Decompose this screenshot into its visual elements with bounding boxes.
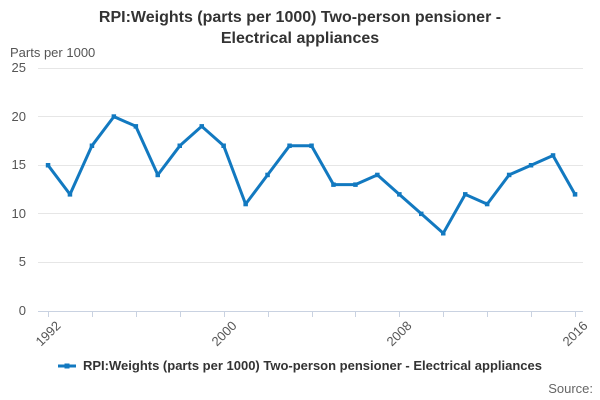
data-point-marker-1993[interactable] xyxy=(67,192,73,197)
x-axis-tick-1992 xyxy=(48,312,49,317)
data-point-marker-2009[interactable] xyxy=(419,211,424,217)
plot-area xyxy=(38,67,583,312)
x-axis-tick-2006 xyxy=(355,312,357,317)
chart-title-line2: Electrical appliances xyxy=(220,30,380,47)
data-point-marker-2007[interactable] xyxy=(375,172,380,178)
data-point-marker-2014[interactable] xyxy=(528,163,534,168)
x-axis-tick-2010 xyxy=(443,312,445,317)
gridline-y-5 xyxy=(38,261,583,263)
legend-item[interactable]: RPI:Weights (parts per 1000) Two-person … xyxy=(58,358,542,373)
data-point-marker-2002[interactable] xyxy=(265,172,270,178)
x-axis-tick-2012 xyxy=(487,312,489,317)
data-point-marker-1998[interactable] xyxy=(177,143,183,149)
chart-title-line1: RPI:Weights (parts per 1000) Two-person … xyxy=(98,9,502,26)
legend-line-marker-icon xyxy=(58,363,76,368)
gridline-y-10 xyxy=(38,213,583,215)
x-axis-tick-2014 xyxy=(531,312,533,317)
data-point-marker-2001[interactable] xyxy=(243,201,248,207)
source-label: Source: xyxy=(548,381,593,396)
x-axis-tick-2002 xyxy=(267,312,269,317)
gridline-y-15 xyxy=(38,164,583,166)
data-point-marker-1994[interactable] xyxy=(89,143,95,149)
data-point-marker-2013[interactable] xyxy=(506,172,512,178)
y-axis-tick-label-5: 5 xyxy=(18,254,26,270)
series-line[interactable] xyxy=(46,115,577,235)
data-point-marker-2005[interactable] xyxy=(331,182,336,187)
legend-label: RPI:Weights (parts per 1000) Two-person … xyxy=(83,358,542,373)
x-axis-tick-label-1992: 1992 xyxy=(32,318,64,350)
y-axis-title: Parts per 1000 xyxy=(10,45,96,60)
y-axis-tick-label-0: 0 xyxy=(18,303,26,318)
data-point-marker-1996[interactable] xyxy=(133,124,139,129)
data-point-marker-2003[interactable] xyxy=(287,143,292,149)
data-point-marker-2012[interactable] xyxy=(484,201,490,207)
data-point-marker-2000[interactable] xyxy=(221,143,226,149)
chart-title: RPI:Weights (parts per 1000) Two-person … xyxy=(0,7,600,49)
data-point-marker-2004[interactable] xyxy=(309,143,314,149)
data-point-marker-1997[interactable] xyxy=(155,172,161,178)
y-axis-tick-label-25: 25 xyxy=(11,60,26,75)
data-point-marker-2016[interactable] xyxy=(572,192,578,197)
y-axis-tick-label-10: 10 xyxy=(11,205,26,221)
data-point-marker-2006[interactable] xyxy=(353,182,358,187)
data-point-marker-1992[interactable] xyxy=(45,163,51,168)
x-axis-tick-label-2000: 2000 xyxy=(208,318,240,350)
x-axis-tick-2016 xyxy=(575,312,576,317)
data-point-marker-2010[interactable] xyxy=(441,231,446,236)
x-axis-tick-1994 xyxy=(91,312,93,317)
x-axis-tick-2000 xyxy=(223,312,225,317)
data-point-marker-2015[interactable] xyxy=(550,153,556,158)
data-point-marker-1995[interactable] xyxy=(111,114,117,119)
x-axis-tick-1996 xyxy=(135,312,137,317)
y-axis-tick-label-15: 15 xyxy=(11,157,26,173)
x-axis-tick-label-2016: 2016 xyxy=(559,318,591,350)
y-axis-tick-label-20: 20 xyxy=(11,108,26,124)
gridline-y-20 xyxy=(38,116,583,118)
legend: RPI:Weights (parts per 1000) Two-person … xyxy=(0,358,600,373)
x-axis-tick-2008 xyxy=(399,312,401,317)
x-axis-tick-1998 xyxy=(179,312,181,317)
data-point-marker-2011[interactable] xyxy=(463,192,468,197)
series-canvas xyxy=(45,114,578,236)
data-point-marker-1999[interactable] xyxy=(199,124,205,129)
data-point-marker-2008[interactable] xyxy=(397,192,402,197)
x-axis-tick-2004 xyxy=(311,312,313,317)
x-axis-tick-label-2008: 2008 xyxy=(383,318,415,350)
gridline-y-25 xyxy=(38,67,583,69)
